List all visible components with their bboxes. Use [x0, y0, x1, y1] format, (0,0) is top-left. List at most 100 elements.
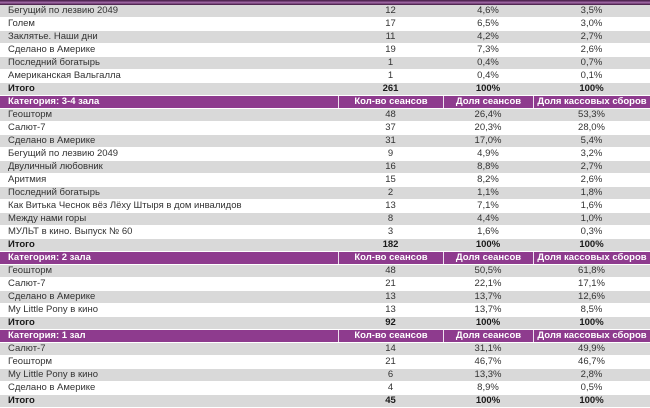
sessions-share-cell: 8,2% [477, 174, 499, 185]
film-name-cell: Американская Вальгалла [8, 70, 121, 81]
boxoffice-share-cell: 49,9% [578, 343, 605, 354]
boxoffice-share-cell: 1,6% [580, 200, 603, 211]
sessions-share-cell: 46,7% [474, 356, 502, 367]
boxoffice-share-cell: 61,8% [578, 265, 605, 276]
boxoffice-share-cell: 5,4% [580, 135, 603, 146]
film-name-cell: Салют-7 [8, 122, 46, 133]
table-row: Голем 17 6,5% 3,0% [0, 18, 650, 31]
total-label-cell: Итого [8, 239, 35, 250]
film-name-cell: Салют-7 [8, 343, 46, 354]
total-boxoffice-share-cell: 100% [579, 239, 604, 250]
total-row: Итого 45 100% 100% [0, 395, 650, 408]
film-name-cell: Сделано в Америке [8, 382, 96, 393]
category-header-row: Категория: 3-4 зала Кол-во сеансов Доля се… [0, 96, 650, 109]
category-label: Категория: 2 зала [8, 252, 91, 263]
sessions-count-cell: 48 [385, 109, 396, 120]
sessions-share-cell: 26,4% [474, 109, 502, 120]
category-label: Категория: 3-4 зала [8, 96, 100, 107]
boxoffice-share-cell: 3,2% [580, 148, 603, 159]
table-row: Геошторм 48 50,5% 61,8% [0, 265, 650, 278]
total-sessions-share-cell: 100% [475, 317, 501, 328]
sessions-count-cell: 9 [387, 148, 394, 159]
sessions-share-cell: 13,3% [474, 369, 502, 380]
film-name-cell: Между нами горы [8, 213, 87, 224]
category-header-row: Категория: 1 зал Кол-во сеансов Доля сеанс… [0, 330, 650, 343]
table-row: МУЛЬТ в кино. Выпуск № 60 3 1,6% 0,3% [0, 226, 650, 239]
total-label-cell: Итого [8, 317, 35, 328]
sessions-count-cell: 2 [387, 187, 394, 198]
table-row: My Little Pony в кино 6 13,3% 2,8% [0, 369, 650, 382]
total-sessions-share-cell: 100% [475, 83, 501, 94]
column-header-share-sessions: Доля сеансов [443, 252, 533, 264]
table-row: Сделано в Америке 31 17,0% 5,4% [0, 135, 650, 148]
table-row: Аритмия 15 8,2% 2,6% [0, 174, 650, 187]
film-name-cell: Сделано в Америке [8, 135, 96, 146]
sessions-count-cell: 21 [385, 278, 396, 289]
sessions-share-cell: 8,9% [477, 382, 499, 393]
sessions-share-cell: 50,5% [474, 265, 502, 276]
sessions-share-cell: 20,3% [474, 122, 502, 133]
boxoffice-share-cell: 2,7% [580, 161, 603, 172]
table-row: Салют-7 21 22,1% 17,1% [0, 278, 650, 291]
sessions-share-cell: 13,7% [474, 304, 502, 315]
table-row: Сделано в Америке 19 7,3% 2,6% [0, 44, 650, 57]
film-name-cell: Как Витька Чеснок вёз Лёху Штыря в дом и… [8, 200, 242, 211]
column-header-share-boxoffice: Доля кассовых сборов [533, 330, 650, 342]
total-row: Итого 92 100% 100% [0, 317, 650, 330]
film-name-cell: Салют-7 [8, 278, 46, 289]
film-name-cell: Сделано в Америке [8, 44, 96, 55]
sessions-share-cell: 4,9% [477, 148, 499, 159]
boxoffice-share-cell: 0,7% [580, 57, 603, 68]
table-row: Заклятье. Наши дни 11 4,2% 2,7% [0, 31, 650, 44]
boxoffice-share-cell: 46,7% [578, 356, 605, 367]
table-row: Между нами горы 8 4,4% 1,0% [0, 213, 650, 226]
column-header-share-sessions: Доля сеансов [443, 96, 533, 108]
boxoffice-share-cell: 0,3% [580, 226, 603, 237]
category-label: Категория: 1 зал [8, 330, 86, 341]
sessions-share-cell: 4,6% [477, 5, 499, 16]
sessions-count-cell: 8 [387, 213, 394, 224]
sessions-count-cell: 13 [385, 304, 396, 315]
table-row: Американская Вальгалла 1 0,4% 0,1% [0, 70, 650, 83]
film-name-cell: Последний богатырь [8, 57, 100, 68]
boxoffice-share-cell: 12,6% [578, 291, 605, 302]
sessions-count-cell: 3 [387, 226, 394, 237]
boxoffice-share-cell: 2,7% [580, 31, 603, 42]
film-name-cell: Бегущий по лезвию 2049 [8, 148, 119, 159]
total-boxoffice-share-cell: 100% [579, 395, 604, 406]
sessions-share-cell: 8,8% [477, 161, 499, 172]
column-header-share-boxoffice: Доля кассовых сборов [533, 252, 650, 264]
sessions-share-cell: 0,4% [477, 70, 499, 81]
film-name-cell: Бегущий по лезвию 2049 [8, 5, 119, 16]
film-name-cell: Геошторм [8, 265, 53, 276]
table-row: Последний богатырь 1 0,4% 0,7% [0, 57, 650, 70]
total-sessions-share-cell: 100% [475, 239, 501, 250]
column-header-share-sessions: Доля сеансов [443, 330, 533, 342]
film-name-cell: Геошторм [8, 109, 53, 120]
column-header-share-boxoffice: Доля кассовых сборов [533, 96, 650, 108]
sessions-share-cell: 7,1% [477, 200, 499, 211]
boxoffice-share-cell: 0,5% [580, 382, 603, 393]
film-name-cell: Аритмия [8, 174, 47, 185]
boxoffice-share-cell: 2,8% [580, 369, 603, 380]
boxoffice-share-cell: 0,1% [580, 70, 603, 81]
total-sessions-share-cell: 100% [475, 395, 501, 406]
boxoffice-share-cell: 28,0% [578, 122, 605, 133]
total-row: Итого 182 100% 100% [0, 239, 650, 252]
sessions-share-cell: 0,4% [477, 57, 499, 68]
total-sessions-count-cell: 182 [382, 239, 399, 250]
sessions-count-cell: 1 [387, 57, 394, 68]
film-name-cell: Заклятье. Наши дни [8, 31, 98, 42]
sessions-count-cell: 1 [387, 70, 394, 81]
film-name-cell: My Little Pony в кино [8, 304, 98, 315]
sessions-count-cell: 31 [385, 135, 396, 146]
sessions-count-cell: 6 [387, 369, 394, 380]
boxoffice-share-cell: 8,5% [580, 304, 603, 315]
sessions-share-cell: 6,5% [477, 18, 499, 29]
film-name-cell: Двуличный любовник [8, 161, 103, 172]
total-sessions-count-cell: 92 [385, 317, 396, 328]
film-name-cell: Геошторм [8, 356, 53, 367]
sessions-count-cell: 21 [385, 356, 396, 367]
table-row: Сделано в Америке 13 13,7% 12,6% [0, 291, 650, 304]
